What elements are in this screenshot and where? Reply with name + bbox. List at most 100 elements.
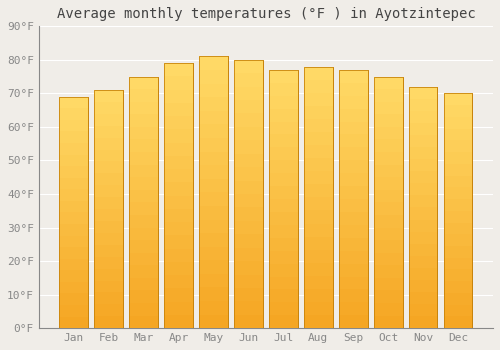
Bar [164,302,193,315]
Bar [374,177,402,190]
Bar [374,77,402,328]
Bar [339,199,368,212]
Bar [60,178,88,189]
Bar [304,276,332,289]
Bar [269,276,298,289]
Bar [339,147,368,160]
Bar [444,281,472,293]
Bar [60,247,88,259]
Bar [94,126,123,138]
Bar [60,97,88,108]
Bar [339,121,368,134]
Bar [409,183,438,195]
Bar [94,304,123,316]
Bar [199,70,228,84]
Bar [339,289,368,302]
Bar [234,167,263,181]
Bar [130,140,158,152]
Bar [444,128,472,140]
Bar [269,70,298,328]
Bar [444,258,472,270]
Bar [339,315,368,328]
Title: Average monthly temperatures (°F ) in Ayotzintepec: Average monthly temperatures (°F ) in Ay… [56,7,476,21]
Bar [339,134,368,147]
Bar [164,196,193,209]
Bar [164,76,193,90]
Bar [234,113,263,127]
Bar [130,152,158,164]
Bar [94,269,123,281]
Bar [269,96,298,108]
Bar [164,169,193,182]
Bar [199,84,228,97]
Bar [269,238,298,251]
Bar [444,176,472,187]
Bar [130,303,158,316]
Bar [374,140,402,152]
Bar [409,111,438,123]
Bar [339,173,368,186]
Bar [304,132,332,145]
Bar [444,140,472,152]
Bar [304,210,332,224]
Bar [339,302,368,315]
Bar [374,77,402,89]
Bar [304,224,332,237]
Bar [94,90,123,328]
Bar [304,315,332,328]
Bar [444,223,472,234]
Bar [444,305,472,316]
Bar [94,149,123,161]
Bar [94,90,123,328]
Bar [94,293,123,304]
Bar [374,164,402,177]
Bar [130,77,158,328]
Bar [409,256,438,268]
Bar [374,303,402,316]
Bar [164,103,193,116]
Bar [164,130,193,143]
Bar [339,96,368,108]
Bar [164,63,193,76]
Bar [60,212,88,224]
Bar [339,212,368,225]
Bar [164,182,193,196]
Bar [234,274,263,288]
Bar [60,97,88,328]
Bar [60,166,88,178]
Bar [269,186,298,199]
Bar [339,70,368,328]
Bar [94,197,123,209]
Bar [60,305,88,317]
Bar [199,56,228,328]
Bar [199,193,228,206]
Bar [304,237,332,250]
Bar [94,221,123,233]
Bar [164,209,193,222]
Bar [130,114,158,127]
Bar [130,127,158,140]
Bar [374,77,402,328]
Bar [130,77,158,89]
Bar [60,132,88,143]
Bar [269,225,298,238]
Bar [374,152,402,164]
Bar [339,83,368,96]
Bar [374,190,402,202]
Bar [269,70,298,83]
Bar [60,236,88,247]
Bar [94,185,123,197]
Bar [60,108,88,120]
Bar [234,288,263,301]
Bar [374,316,402,328]
Bar [164,315,193,328]
Bar [199,247,228,260]
Bar [199,287,228,301]
Bar [374,215,402,228]
Bar [94,173,123,185]
Bar [374,102,402,114]
Bar [60,282,88,293]
Bar [374,127,402,140]
Bar [164,222,193,236]
Bar [304,79,332,93]
